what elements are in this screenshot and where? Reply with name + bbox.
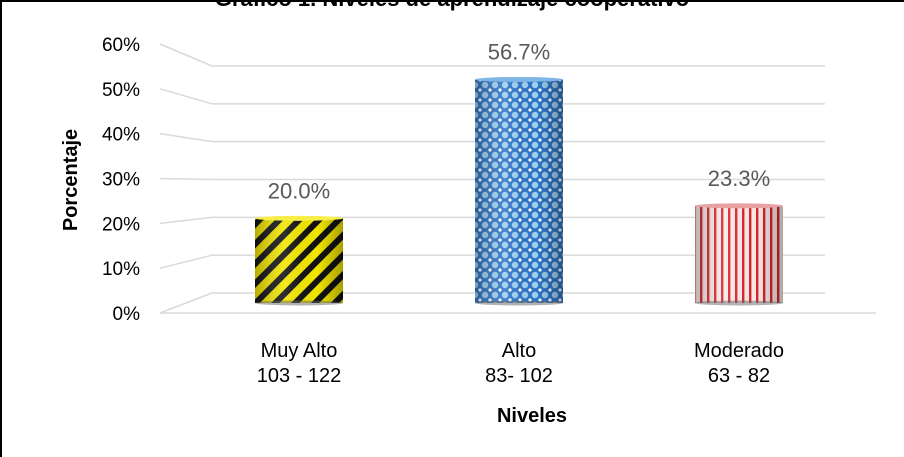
data-label: 20.0% xyxy=(268,178,330,203)
x-tick-label: Alto 83- 102 xyxy=(485,340,553,387)
y-tick-label: 60% xyxy=(102,35,140,56)
y-tick-label: 20% xyxy=(102,214,140,235)
bar-2 xyxy=(475,76,563,306)
y-axis-title: Porcentaje xyxy=(60,129,82,231)
data-label: 23.3% xyxy=(708,166,770,191)
y-tick-label: 0% xyxy=(113,304,141,325)
y-tick-label: 50% xyxy=(102,80,140,101)
y-tick-label: 10% xyxy=(102,259,140,280)
x-tick-label: Moderado 63 - 82 xyxy=(694,340,784,387)
x-tick-label: Muy Alto 103 - 122 xyxy=(257,340,342,387)
bar-1 xyxy=(255,215,343,306)
y-tick-label: 30% xyxy=(102,170,140,191)
data-label: 56.7% xyxy=(488,39,550,64)
x-axis-title: Niveles xyxy=(497,405,567,427)
bar-3 xyxy=(695,203,783,306)
y-tick-label: 40% xyxy=(102,125,140,146)
gridline xyxy=(159,43,825,67)
chart-title: Gráfico 1. Niveles de aprendizaje cooper… xyxy=(0,0,904,12)
